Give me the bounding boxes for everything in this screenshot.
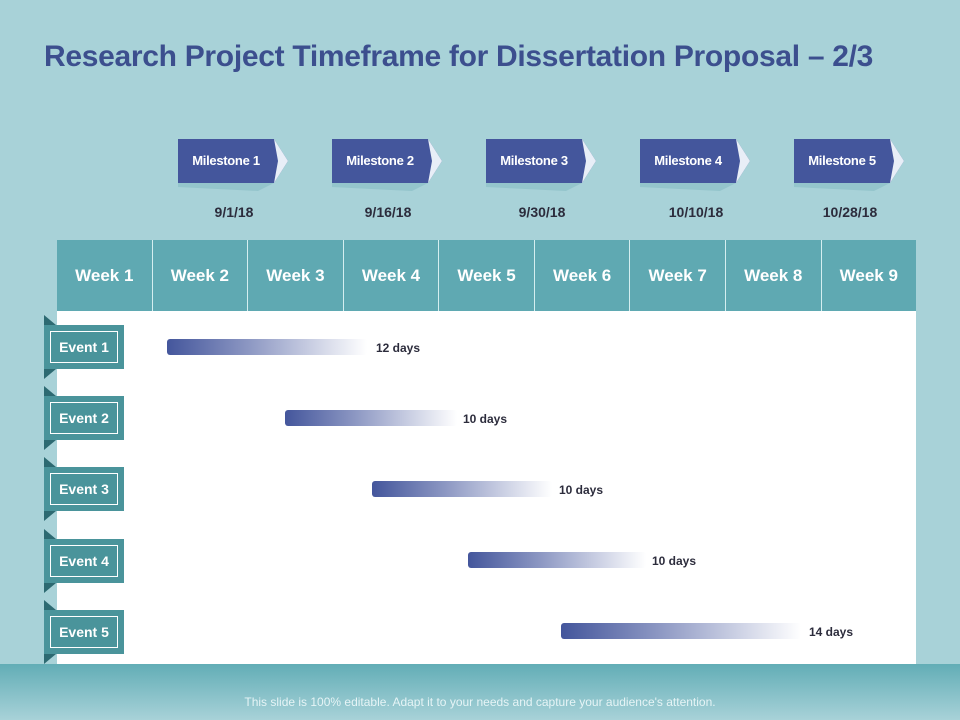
ribbon-fold-icon <box>44 511 56 521</box>
event-label: Event 1 <box>50 331 118 363</box>
event-label: Event 2 <box>50 402 118 434</box>
ribbon-fold-icon <box>44 440 56 450</box>
milestone-arrow-icon <box>794 139 904 191</box>
milestone-date: 9/1/18 <box>214 204 254 220</box>
week-header-cell: Week 2 <box>153 240 249 311</box>
gantt-bar-event-3 <box>372 481 552 497</box>
gantt-bar-event-1 <box>167 339 367 355</box>
ribbon-fold-icon <box>44 654 56 664</box>
ribbon-fold-icon <box>44 529 56 539</box>
milestone-4: Milestone 4 <box>640 139 750 191</box>
event-tab-2: Event 2 <box>44 386 124 450</box>
event-label: Event 3 <box>50 473 118 505</box>
duration-label: 14 days <box>809 625 854 639</box>
milestone-5: Milestone 5 <box>794 139 904 191</box>
milestone-date: 10/10/18 <box>668 204 724 220</box>
event-tab-3: Event 3 <box>44 457 124 521</box>
footer-band <box>0 664 960 720</box>
event-label: Event 4 <box>50 545 118 577</box>
duration-label: 10 days <box>652 554 697 568</box>
event-tab-5: Event 5 <box>44 600 124 664</box>
event-label: Event 5 <box>50 616 118 648</box>
event-box: Event 5 <box>44 610 124 654</box>
footer-note: This slide is 100% editable. Adapt it to… <box>244 695 716 709</box>
event-box: Event 3 <box>44 467 124 511</box>
milestone-label: Milestone 2 <box>346 153 414 168</box>
milestone-2: Milestone 2 <box>332 139 442 191</box>
week-header-cell: Week 3 <box>248 240 344 311</box>
week-header-cell: Week 4 <box>344 240 440 311</box>
gantt-bar-event-4 <box>468 552 646 568</box>
milestone-label: Milestone 5 <box>808 153 876 168</box>
milestone-1: Milestone 1 <box>178 139 288 191</box>
week-header-cell: Week 9 <box>839 265 898 285</box>
milestone-date: 9/16/18 <box>364 204 412 220</box>
duration-label: 10 days <box>463 412 508 426</box>
ribbon-fold-icon <box>44 457 56 467</box>
ribbon-fold-icon <box>44 315 56 325</box>
page-title: Research Project Timeframe for Dissertat… <box>44 40 874 73</box>
duration-label: 12 days <box>376 341 421 355</box>
milestone-arrow-icon <box>486 139 596 191</box>
milestone-date: 9/30/18 <box>518 204 566 220</box>
week-header-cell: Week 1 <box>57 240 153 311</box>
duration-label: 10 days <box>559 483 604 497</box>
gantt-bar-event-2 <box>285 410 457 426</box>
event-box: Event 1 <box>44 325 124 369</box>
week-header-cell: Week 7 <box>630 240 726 311</box>
milestone-label: Milestone 3 <box>500 153 568 168</box>
milestone-arrow-icon <box>178 139 288 191</box>
ribbon-fold-icon <box>44 386 56 396</box>
milestone-label: Milestone 1 <box>192 153 260 168</box>
event-box: Event 2 <box>44 396 124 440</box>
milestone-date: 10/28/18 <box>822 204 878 220</box>
ribbon-fold-icon <box>44 369 56 379</box>
week-header-cell: Week 5 <box>439 240 535 311</box>
ribbon-fold-icon <box>44 600 56 610</box>
week-header-cell: Week 8 <box>726 240 822 311</box>
milestone-3: Milestone 3 <box>486 139 596 191</box>
gantt-bar-event-5 <box>561 623 801 639</box>
milestone-label: Milestone 4 <box>654 153 722 168</box>
milestone-arrow-icon <box>640 139 750 191</box>
event-box: Event 4 <box>44 539 124 583</box>
ribbon-fold-icon <box>44 583 56 593</box>
event-tab-4: Event 4 <box>44 529 124 593</box>
week-header: Week 1 Week 2 Week 3 Week 4 Week 5 Week … <box>57 240 916 311</box>
week-header-cell: Week 6 <box>535 240 631 311</box>
milestone-arrow-icon <box>332 139 442 191</box>
event-tab-1: Event 1 <box>44 315 124 379</box>
